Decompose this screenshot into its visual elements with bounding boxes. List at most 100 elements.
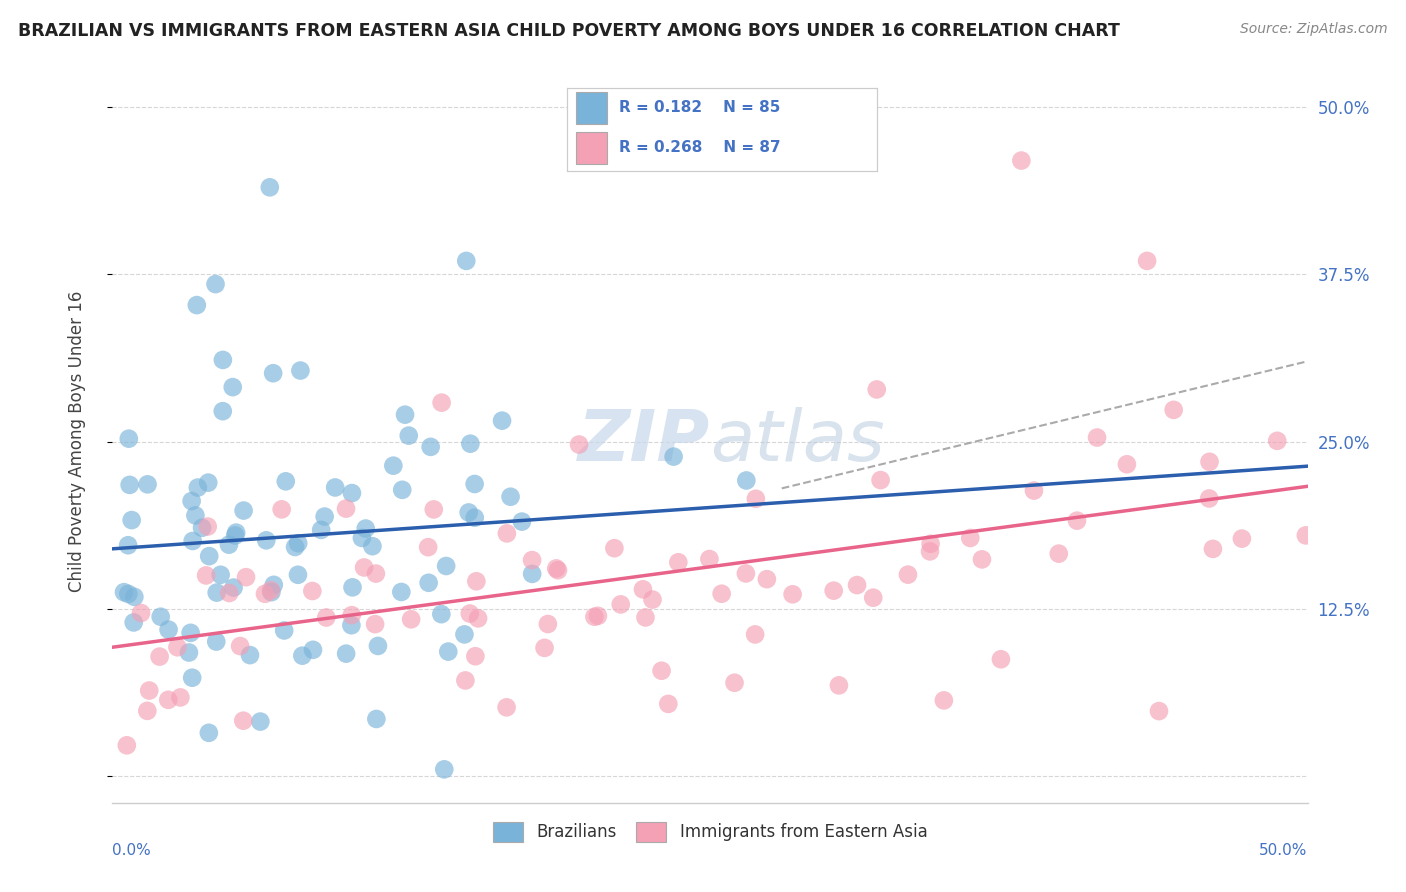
Point bbox=[568, 437, 591, 451]
Y-axis label: Child Poverty Among Boys Under 16: Child Poverty Among Boys Under 16 bbox=[67, 291, 86, 592]
Point bbox=[112, 585, 135, 599]
Point bbox=[1198, 455, 1220, 469]
Point bbox=[1047, 547, 1070, 561]
Point bbox=[118, 432, 141, 446]
Point bbox=[218, 538, 240, 552]
Point bbox=[547, 563, 569, 577]
Point bbox=[744, 627, 766, 641]
Point bbox=[323, 480, 346, 494]
Point bbox=[533, 640, 555, 655]
Point bbox=[287, 536, 309, 550]
Point bbox=[291, 648, 314, 663]
Point bbox=[212, 352, 235, 367]
Point bbox=[229, 639, 252, 653]
Point bbox=[263, 578, 285, 592]
Point bbox=[209, 567, 232, 582]
Point bbox=[124, 590, 146, 604]
Point bbox=[260, 583, 283, 598]
Point bbox=[419, 440, 441, 454]
Point bbox=[340, 486, 363, 500]
Point bbox=[364, 566, 387, 581]
Point bbox=[197, 475, 219, 490]
Point bbox=[224, 528, 246, 542]
Point bbox=[846, 578, 869, 592]
Point bbox=[353, 560, 375, 574]
Point bbox=[335, 501, 357, 516]
Point bbox=[340, 608, 363, 623]
Point bbox=[641, 592, 664, 607]
Point bbox=[197, 519, 219, 533]
Point bbox=[382, 458, 405, 473]
Point bbox=[191, 521, 214, 535]
Point bbox=[657, 697, 679, 711]
Point bbox=[495, 700, 517, 714]
Point bbox=[457, 506, 479, 520]
Point bbox=[117, 538, 139, 552]
Point bbox=[460, 436, 482, 450]
Point bbox=[180, 625, 202, 640]
Point bbox=[710, 587, 733, 601]
Point bbox=[755, 572, 778, 586]
Point bbox=[1085, 430, 1108, 444]
Point bbox=[366, 712, 388, 726]
Point bbox=[232, 714, 254, 728]
Point bbox=[1022, 483, 1045, 498]
Point bbox=[418, 540, 440, 554]
Point bbox=[666, 555, 689, 569]
Text: atlas: atlas bbox=[710, 407, 884, 476]
Point bbox=[260, 585, 283, 599]
Point bbox=[235, 570, 257, 584]
Point bbox=[1147, 704, 1170, 718]
Point bbox=[464, 477, 486, 491]
Point bbox=[866, 383, 889, 397]
Point bbox=[491, 414, 513, 428]
Point bbox=[273, 624, 295, 638]
Point bbox=[437, 644, 460, 658]
Point bbox=[290, 363, 312, 377]
Point bbox=[204, 277, 226, 292]
Point bbox=[301, 584, 323, 599]
Point bbox=[1136, 254, 1159, 268]
Point bbox=[918, 544, 941, 558]
Point bbox=[510, 515, 533, 529]
Point bbox=[782, 587, 804, 601]
Point bbox=[222, 380, 245, 394]
Point bbox=[1198, 491, 1220, 506]
Text: ZIP: ZIP bbox=[578, 407, 710, 476]
Point bbox=[537, 617, 560, 632]
Point bbox=[454, 673, 477, 688]
Point bbox=[522, 566, 544, 581]
Point bbox=[699, 552, 721, 566]
Point bbox=[284, 540, 307, 554]
Point bbox=[287, 567, 309, 582]
Point bbox=[350, 531, 373, 545]
Point bbox=[464, 510, 486, 524]
Point bbox=[205, 634, 228, 648]
Point bbox=[169, 690, 191, 705]
Point bbox=[186, 298, 208, 312]
Point bbox=[423, 502, 446, 516]
Point bbox=[467, 611, 489, 625]
Point bbox=[361, 539, 384, 553]
Point bbox=[117, 587, 139, 601]
Point bbox=[340, 618, 363, 632]
Point bbox=[583, 609, 606, 624]
Point bbox=[823, 583, 845, 598]
Point bbox=[274, 475, 297, 489]
Point bbox=[735, 566, 758, 581]
Point bbox=[609, 598, 631, 612]
Point bbox=[897, 567, 920, 582]
Point bbox=[1010, 153, 1032, 168]
Point bbox=[430, 395, 453, 409]
Point bbox=[434, 559, 457, 574]
Point bbox=[335, 647, 357, 661]
Point bbox=[869, 473, 891, 487]
Point bbox=[136, 477, 159, 491]
Point bbox=[456, 254, 478, 268]
Point bbox=[990, 652, 1012, 666]
Point bbox=[118, 478, 141, 492]
Point bbox=[187, 481, 209, 495]
Point bbox=[464, 649, 486, 664]
Point bbox=[218, 586, 240, 600]
Point bbox=[631, 582, 654, 597]
